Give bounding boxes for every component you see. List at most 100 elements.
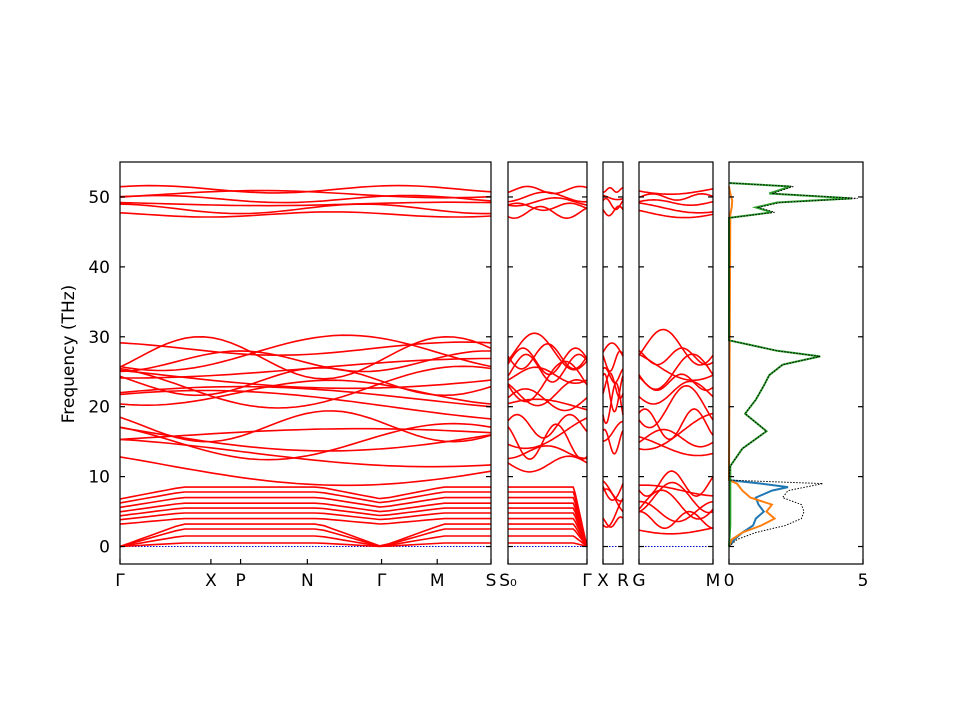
- band-line: [119, 502, 491, 513]
- band-line: [508, 542, 588, 548]
- band-line: [119, 201, 492, 207]
- band-line: [507, 413, 588, 439]
- band-line: [508, 502, 588, 547]
- panel-frame: [119, 161, 492, 565]
- band-line: [119, 211, 492, 218]
- band-line: [507, 205, 588, 220]
- band-line: [638, 408, 714, 440]
- band-line: [638, 384, 714, 429]
- x-tick-label: Γ: [377, 571, 387, 591]
- band-line: [508, 523, 588, 547]
- dos-x-tick-label: 0: [724, 571, 735, 591]
- x-tick-label: X: [205, 571, 217, 591]
- band-line: [507, 417, 588, 450]
- x-tick-label: X: [597, 571, 609, 591]
- band-line: [119, 456, 492, 487]
- x-tick-label: Γ: [115, 571, 125, 591]
- band-line: [119, 203, 491, 215]
- band-line: [639, 510, 714, 530]
- band-line: [602, 516, 624, 528]
- band-line: [507, 196, 588, 207]
- band-line: [119, 491, 491, 504]
- band-line: [119, 427, 492, 441]
- band-line: [507, 202, 588, 212]
- band-line: [638, 328, 714, 366]
- dos-series-4: [728, 182, 858, 547]
- band-line: [508, 517, 588, 547]
- x-tick-label: S₀: [499, 571, 517, 591]
- band-line: [638, 380, 714, 405]
- band-line: [119, 335, 492, 380]
- x-tick-label: S: [486, 571, 497, 591]
- band-line: [507, 332, 588, 371]
- band-line: [638, 347, 714, 366]
- y-tick-label: 10: [88, 468, 110, 488]
- band-line: [119, 184, 492, 194]
- band-line: [507, 366, 588, 385]
- band-line: [119, 385, 492, 408]
- band-line: [638, 428, 714, 448]
- x-tick-label: P: [235, 571, 245, 591]
- band-line: [119, 389, 492, 420]
- band-line: [507, 360, 588, 403]
- band-line: [119, 517, 491, 525]
- band-line: [638, 436, 714, 457]
- band-line: [119, 523, 491, 548]
- x-tick-label: M: [430, 571, 445, 591]
- y-tick-label: 0: [99, 538, 110, 558]
- y-tick-label: 30: [88, 328, 110, 348]
- band-line: [507, 445, 587, 460]
- band-line: [507, 347, 588, 376]
- band-line: [119, 334, 492, 372]
- band-line: [638, 470, 714, 498]
- y-tick-label: 40: [88, 258, 110, 278]
- band-line: [119, 422, 492, 461]
- band-line: [638, 500, 714, 523]
- band-line: [602, 197, 624, 211]
- x-tick-label: N: [301, 571, 314, 591]
- band-line: [602, 372, 624, 413]
- band-line: [638, 353, 714, 382]
- band-line: [602, 367, 624, 384]
- band-line: [602, 428, 624, 455]
- band-line: [602, 480, 624, 502]
- band-line: [638, 188, 714, 195]
- y-axis-label: Frequency (THz): [59, 285, 79, 424]
- band-line: [638, 481, 714, 514]
- dos-series-3: [728, 182, 853, 547]
- band-line: [638, 202, 714, 214]
- dos-x-tick-label: 5: [858, 571, 869, 591]
- band-line: [119, 512, 491, 521]
- band-line: [508, 486, 588, 547]
- band-panel-2: S₀ Γ: [499, 161, 592, 591]
- band-line: [119, 341, 492, 357]
- x-tick-label: M: [706, 571, 721, 591]
- band-line: [119, 528, 491, 548]
- band-line: [119, 365, 492, 409]
- band-line: [508, 528, 588, 547]
- band-line: [119, 535, 491, 548]
- dos-frame: [728, 161, 864, 565]
- x-tick-label: Γ: [582, 571, 592, 591]
- band-line: [638, 209, 714, 219]
- y-tick-label: 20: [88, 398, 110, 418]
- band-line: [508, 507, 588, 547]
- band-line: [507, 342, 588, 370]
- x-tick-label: R: [617, 571, 629, 591]
- band-line: [119, 194, 492, 204]
- x-tick-label: G: [632, 571, 645, 591]
- band-line: [602, 372, 624, 400]
- band-line: [603, 420, 623, 442]
- band-line: [507, 423, 588, 461]
- band-line: [507, 378, 588, 407]
- band-line: [508, 491, 588, 547]
- panel-frame: [602, 161, 624, 565]
- dos-series-2: [727, 186, 777, 547]
- band-line: [507, 353, 588, 383]
- band-line: [507, 185, 588, 195]
- band-line: [638, 412, 714, 451]
